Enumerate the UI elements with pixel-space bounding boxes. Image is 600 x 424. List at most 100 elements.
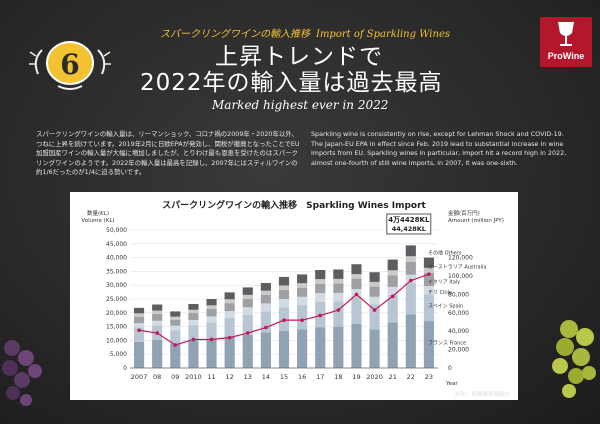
bar-segment-chile	[333, 292, 344, 302]
y-tick-left: 15,000	[106, 324, 127, 331]
bar-segment-others	[423, 257, 435, 268]
annotation-value-ja: 4万4428KL	[388, 216, 430, 224]
grape-icon	[14, 372, 30, 388]
bar-segment-australia	[188, 309, 199, 314]
bar-segment-chile	[260, 303, 271, 312]
grape-icon	[20, 394, 32, 406]
bar-segment-italy	[224, 303, 235, 312]
body-text-en: Sparkling wine is consistently on rise, …	[311, 130, 567, 167]
amount-point	[336, 308, 341, 312]
bar-segment-italy	[387, 275, 398, 287]
y-tick-right: 20,000	[448, 347, 469, 354]
bar-segment-australia	[333, 278, 344, 284]
grape-icon	[582, 366, 596, 380]
bar-segment-others	[351, 264, 362, 275]
series-label-others: その他 Others	[428, 250, 462, 257]
amount-point	[427, 272, 431, 276]
annotation-value-en: 44,428KL	[392, 225, 426, 233]
y-tick-left: 0	[123, 365, 127, 372]
bar-segment-others	[260, 282, 271, 291]
bar-segment-france	[188, 340, 199, 368]
bar-segment-france	[369, 329, 380, 368]
x-tick-label: 11	[207, 373, 215, 381]
grape-icon	[6, 386, 20, 400]
grape-icon	[562, 384, 576, 398]
bar-segment-italy	[188, 313, 199, 320]
amount-point	[372, 308, 377, 312]
grape-icon	[18, 350, 34, 366]
page-title-line-1: 上昇トレンドで	[215, 44, 383, 70]
series-label-chile: チリ Chile	[428, 290, 452, 296]
bar-segment-spain	[333, 301, 344, 327]
bar-segment-france	[405, 314, 416, 368]
bar-segment-italy	[369, 286, 380, 297]
bar-segment-others	[333, 269, 344, 279]
bar-segment-france	[152, 339, 163, 368]
y-tick-left: 5,000	[110, 351, 127, 358]
bar-segment-others	[278, 276, 290, 286]
x-tick-label: 2020	[366, 373, 383, 381]
bar-segment-italy	[405, 261, 416, 275]
bar-segment-spain	[387, 294, 398, 323]
annotation-box	[386, 213, 432, 235]
y-tick-left: 45,000	[106, 241, 127, 248]
bar-segment-italy	[242, 299, 253, 308]
bar-segment-chile	[133, 323, 145, 328]
bar-segment-chile	[297, 296, 308, 306]
bar-segment-australia	[278, 285, 290, 290]
series-label-italy: イタリア Italy	[428, 279, 460, 286]
bar-segment-chile	[170, 325, 181, 331]
bar-segment-spain	[170, 330, 181, 344]
bar-segment-france	[387, 322, 398, 368]
y-tick-right: 100,000	[448, 273, 473, 280]
bar-segment-chile	[242, 307, 253, 315]
bar-segment-france	[315, 327, 326, 368]
bar-segment-italy	[133, 316, 145, 324]
bar-segment-australia	[297, 283, 308, 288]
y-tick-left: 10,000	[106, 337, 127, 344]
amount-point	[173, 343, 178, 347]
bar-segment-spain	[423, 294, 435, 322]
x-tick-label: 18	[334, 373, 342, 381]
source-note: 出所：財務省貿易統計	[455, 392, 511, 398]
bar-segment-others	[133, 307, 145, 314]
chart-svg: 数量(KL)Volume (KL) 金額(百万円)Amount (million …	[81, 209, 503, 387]
y-axis-label-left-en: Volume (KL)	[81, 218, 114, 224]
amount-point	[209, 337, 214, 342]
bar-segment-australia	[405, 256, 416, 262]
bar-segment-france	[206, 339, 217, 368]
bar-segment-italy	[297, 287, 308, 297]
bar-segment-italy	[333, 283, 344, 293]
bar-segment-others	[224, 292, 235, 300]
x-tick-label: 22	[407, 373, 415, 381]
bar-segment-chile	[206, 316, 217, 323]
bar-segment-italy	[152, 313, 163, 321]
bar-segment-australia	[242, 294, 253, 299]
bar-segment-chile	[423, 286, 435, 295]
x-tick-label: 19	[352, 373, 360, 381]
x-axis-label: Year	[445, 381, 458, 387]
bar-segment-france	[278, 330, 290, 368]
tagline: Marked highest ever in 2022	[212, 98, 389, 112]
body-text-ja: スパークリングワインの輸入量は、リーマンショック、コロナ禍の2009年・2020…	[36, 130, 300, 177]
bar-segment-france	[170, 343, 181, 368]
grape-icon	[4, 340, 20, 356]
x-tick-label: 23	[425, 373, 433, 381]
x-tick-label: 14	[262, 373, 270, 381]
x-tick-label: 15	[280, 373, 288, 381]
bar-segment-italy	[260, 294, 271, 304]
grape-icon	[556, 338, 574, 356]
bar-segment-others	[405, 245, 416, 257]
bar-segment-spain	[242, 314, 253, 335]
bar-segment-chile	[278, 299, 290, 308]
bar-segment-italy	[206, 308, 217, 317]
y-tick-left: 30,000	[106, 282, 127, 289]
bar-segment-spain	[351, 296, 362, 324]
page-title-line-2: 2022年の輸入量は過去最高	[140, 70, 443, 96]
bar-segment-spain	[188, 325, 199, 341]
bar-segment-france	[224, 336, 235, 368]
bar-segment-spain	[297, 305, 308, 330]
bar-segment-australia	[133, 313, 145, 317]
bar-segment-italy	[351, 278, 362, 290]
bar-segment-chile	[387, 286, 398, 295]
